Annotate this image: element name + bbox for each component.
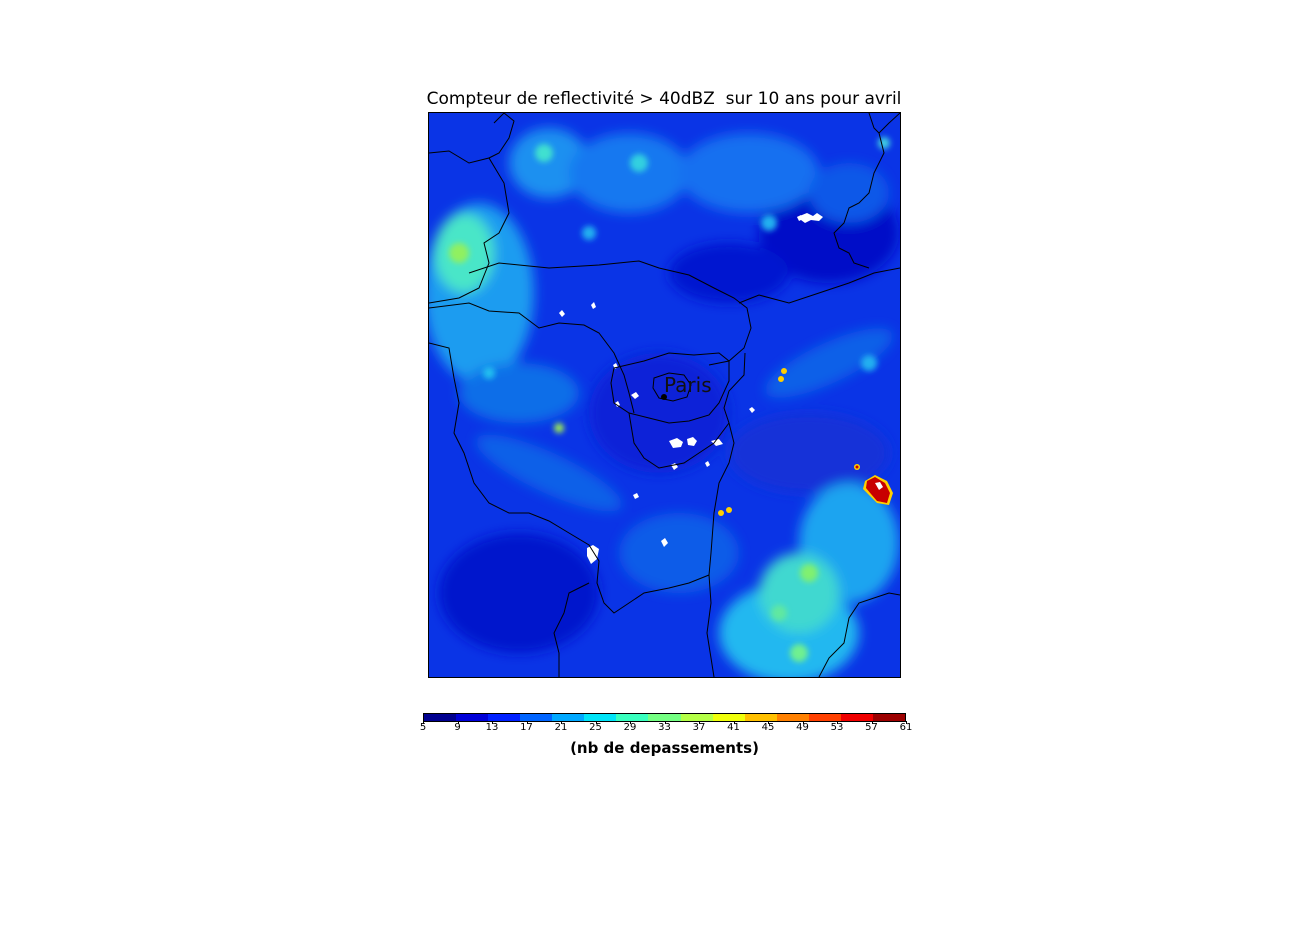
colorbar-tick-label: 61 — [891, 721, 921, 733]
colorbar-segment — [648, 714, 681, 721]
colorbar-tick-label: 49 — [788, 721, 818, 733]
colorbar-tick-label: 37 — [684, 721, 714, 733]
city-label-paris: Paris — [664, 373, 712, 397]
colorbar-segment — [488, 714, 521, 721]
colorbar-segment — [808, 714, 841, 721]
colorbar-tick-label: 21 — [546, 721, 576, 733]
paris-marker — [661, 394, 667, 400]
colorbar-segment — [424, 714, 457, 721]
colorbar-segment — [584, 714, 617, 721]
colorbar-tick-label: 29 — [615, 721, 645, 733]
colorbar-segment — [520, 714, 553, 721]
no-data-patches — [559, 213, 823, 564]
reflectivity-field — [429, 128, 899, 677]
colorbar-segment — [680, 714, 713, 721]
colorbar-segment — [552, 714, 585, 721]
reflectivity-map: Paris — [428, 112, 901, 678]
colorbar-segment — [872, 714, 905, 721]
colorbar-segment — [776, 714, 809, 721]
admin-borders — [429, 113, 900, 677]
colorbar-segment — [744, 714, 777, 721]
hotspot-cluster — [718, 368, 893, 516]
colorbar-tick-label: 45 — [753, 721, 783, 733]
colorbar-segment — [712, 714, 745, 721]
colorbar-tick-label: 53 — [822, 721, 852, 733]
colorbar-label: (nb de depassements) — [570, 739, 759, 757]
map-title: Compteur de reflectivité > 40dBZ sur 10 … — [426, 89, 902, 109]
colorbar-tick-label: 25 — [581, 721, 611, 733]
colorbar-segment — [616, 714, 649, 721]
colorbar-tick-label: 33 — [650, 721, 680, 733]
colorbar-tick-label: 41 — [719, 721, 749, 733]
colorbar-tick-label: 5 — [408, 721, 438, 733]
colorbar-segment — [840, 714, 873, 721]
colorbar-tick-label: 17 — [512, 721, 542, 733]
colorbar-ticks: 5 9 13 17 21 25 29 33 37 41 45 49 53 57 61 — [420, 721, 912, 738]
colorbar-tick-label: 9 — [443, 721, 473, 733]
map-canvas — [429, 113, 900, 677]
colorbar-segment — [456, 714, 489, 721]
colorbar-tick-label: 13 — [477, 721, 507, 733]
colorbar-tick-label: 57 — [857, 721, 887, 733]
